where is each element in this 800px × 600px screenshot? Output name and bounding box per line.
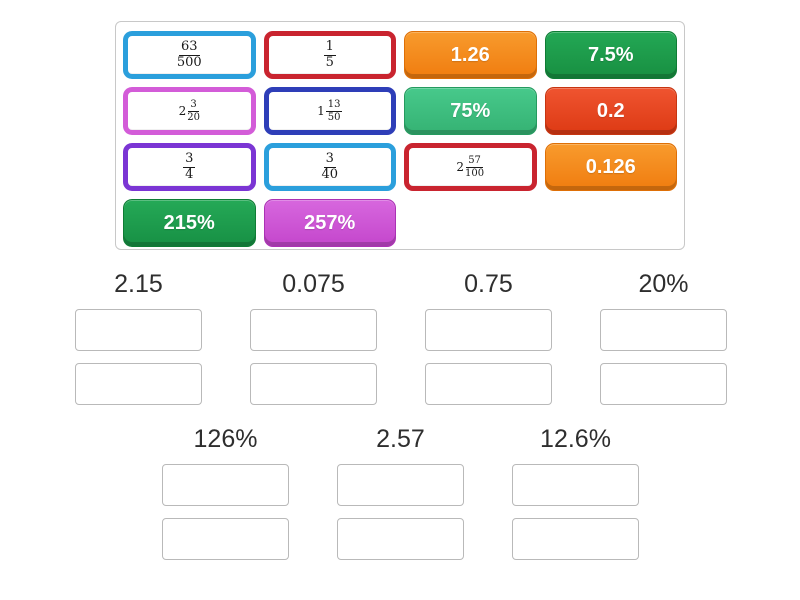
numerator: 57 (466, 155, 483, 168)
group-label: 126% (193, 425, 258, 453)
numerator: 3 (188, 99, 199, 112)
group-label: 20% (638, 270, 689, 298)
denominator: 50 (327, 111, 341, 123)
drop-slot[interactable] (512, 463, 639, 506)
groups-row-bottom: 126% 2.57 12.6% (162, 423, 639, 560)
answer-group: 20% (600, 268, 727, 405)
group-label: 2.57 (376, 425, 425, 453)
group-label: 0.075 (282, 270, 345, 298)
denominator: 20 (187, 111, 200, 123)
pool-card-value[interactable]: 257% (263, 199, 396, 247)
answer-group: 0.075 (250, 268, 377, 405)
drop-slot[interactable] (337, 463, 464, 506)
denominator: 100 (465, 167, 485, 179)
fraction: 63 500 (176, 38, 202, 71)
group-label: 12.6% (540, 425, 611, 453)
drop-slot[interactable] (600, 362, 727, 405)
pool-card-value[interactable]: 7.5% (544, 31, 677, 79)
card-pool: 63 500 1 5 1.26 7.5% 2 3 20 1 13 50 75% 0.2 3 4 3 40 2 57 10… (115, 21, 685, 250)
answer-group: 2.15 (75, 268, 202, 405)
card-text: 0.126 (585, 155, 636, 178)
denominator: 500 (176, 54, 202, 70)
drop-slot[interactable] (337, 517, 464, 560)
pool-card-value[interactable]: 1.26 (404, 31, 537, 79)
numerator: 63 (178, 38, 200, 56)
answer-group: 126% (162, 423, 289, 560)
answer-group: 2.57 (337, 423, 464, 560)
groups-row-top: 2.15 0.075 0.75 20% (75, 268, 727, 405)
pool-card-value[interactable]: 215% (123, 199, 256, 247)
pool-card-value[interactable]: 0.126 (544, 143, 677, 191)
fraction: 3 20 (187, 99, 200, 123)
fraction: 13 50 (325, 99, 343, 123)
denominator: 40 (321, 166, 339, 182)
denominator: 4 (185, 166, 194, 182)
numerator: 3 (183, 150, 196, 168)
drop-slot[interactable] (512, 517, 639, 560)
card-text: 75% (450, 99, 491, 122)
answer-group: 12.6% (512, 423, 639, 560)
numerator: 13 (325, 99, 343, 112)
card-text: 1.26 (450, 43, 490, 66)
fraction: 57 100 (465, 155, 484, 179)
card-text: 0.2 (596, 99, 625, 122)
fraction: 3 40 (321, 150, 339, 183)
card-text: 215% (163, 211, 215, 234)
drop-slot[interactable] (75, 362, 202, 405)
pool-card-value[interactable]: 75% (404, 87, 537, 135)
drop-slot[interactable] (250, 362, 377, 405)
drop-slot[interactable] (250, 308, 377, 351)
pool-card-fraction[interactable]: 1 13 50 (263, 87, 396, 135)
drop-slot[interactable] (425, 308, 552, 351)
card-text: 7.5% (587, 43, 634, 66)
pool-card-value[interactable]: 0.2 (544, 87, 677, 135)
drop-slot[interactable] (162, 517, 289, 560)
card-text: 257% (304, 211, 356, 234)
pool-card-fraction[interactable]: 2 3 20 (123, 87, 256, 135)
drop-slot[interactable] (425, 362, 552, 405)
answer-group: 0.75 (425, 268, 552, 405)
drop-slot[interactable] (162, 463, 289, 506)
denominator: 5 (325, 54, 334, 70)
pool-card-fraction[interactable]: 2 57 100 (404, 143, 537, 191)
group-label: 2.15 (114, 270, 163, 298)
group-label: 0.75 (464, 270, 513, 298)
numerator: 1 (323, 38, 336, 56)
drop-slot[interactable] (75, 308, 202, 351)
whole-number: 2 (456, 160, 465, 174)
pool-card-fraction[interactable]: 63 500 (123, 31, 256, 79)
whole-number: 1 (317, 104, 325, 118)
numerator: 3 (323, 150, 336, 168)
whole-number: 2 (178, 104, 187, 118)
pool-card-fraction[interactable]: 3 40 (263, 143, 396, 191)
drop-slot[interactable] (600, 308, 727, 351)
